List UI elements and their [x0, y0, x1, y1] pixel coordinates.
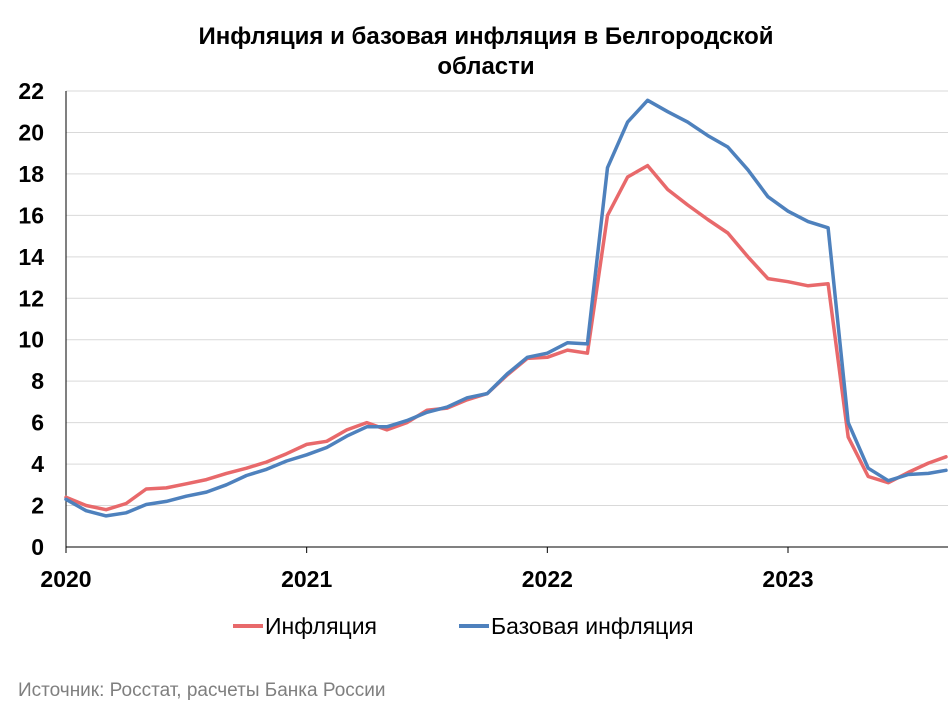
y-tick-label: 20	[18, 119, 44, 145]
legend-label-core-inflation: Базовая инфляция	[491, 612, 694, 639]
legend-item-core-inflation: Базовая инфляция	[459, 612, 694, 640]
y-tick-label: 18	[18, 161, 44, 187]
y-tick-label: 0	[31, 534, 44, 560]
source-note: Источник: Росстат, расчеты Банка России	[18, 680, 386, 701]
y-tick-label: 6	[31, 410, 44, 436]
x-tick-label: 2020	[40, 566, 91, 592]
gridlines	[66, 90, 948, 507]
x-tick-label: 2023	[762, 566, 813, 592]
chart-title: Инфляция и базовая инфляция в Белгородск…	[0, 22, 950, 82]
series-line-inflation	[64, 163, 948, 512]
y-tick-label: 4	[31, 451, 44, 477]
y-tick-label: 10	[18, 327, 44, 353]
y-tick-label: 8	[31, 368, 44, 394]
legend-item-inflation: Инфляция	[233, 612, 377, 640]
series-line-core-inflation	[64, 98, 948, 518]
chart-title-line-2: области	[437, 53, 535, 80]
x-tick-label: 2022	[522, 566, 573, 592]
axes	[65, 91, 948, 553]
series-lines	[64, 98, 948, 518]
legend-swatch-inflation	[233, 624, 263, 628]
legend-label-inflation: Инфляция	[265, 612, 378, 639]
y-tick-label: 14	[18, 244, 44, 270]
y-tick-label: 16	[18, 202, 44, 228]
y-tick-label: 22	[18, 78, 44, 104]
x-tick-label: 2021	[281, 566, 332, 592]
y-tick-label: 2	[31, 493, 44, 519]
y-tick-label: 12	[18, 285, 44, 311]
legend-swatch-core-inflation	[459, 624, 489, 628]
chart-title-line-1: Инфляция и базовая инфляция в Белгородск…	[198, 23, 774, 50]
